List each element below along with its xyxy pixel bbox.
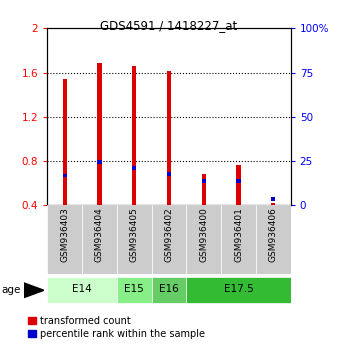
Bar (47, 205, 82, 274)
Bar (132, 66, 136, 205)
Text: GDS4591 / 1418227_at: GDS4591 / 1418227_at (100, 19, 238, 33)
Bar (237, 166, 241, 205)
Text: GSM936404: GSM936404 (95, 207, 104, 262)
Bar (237, 179, 241, 183)
Bar (186, 277, 291, 303)
Text: GSM936401: GSM936401 (234, 207, 243, 262)
Bar (167, 172, 171, 176)
Text: GSM936405: GSM936405 (130, 207, 139, 262)
Bar (47, 277, 117, 303)
Text: E14: E14 (72, 284, 92, 294)
Text: age: age (2, 285, 21, 295)
Bar (221, 205, 256, 274)
Polygon shape (24, 283, 44, 298)
Bar (202, 175, 206, 205)
Bar (256, 205, 291, 274)
Text: E17.5: E17.5 (224, 284, 254, 294)
Text: E16: E16 (159, 284, 179, 294)
Text: GSM936406: GSM936406 (269, 207, 278, 262)
Bar (132, 166, 136, 170)
Bar (271, 197, 275, 201)
Bar (97, 63, 101, 205)
Bar (63, 79, 67, 205)
Bar (152, 277, 186, 303)
Bar (117, 277, 152, 303)
Bar (202, 179, 206, 183)
Bar (63, 173, 67, 177)
Bar (97, 160, 101, 164)
Text: GSM936400: GSM936400 (199, 207, 208, 262)
Bar (82, 205, 117, 274)
Bar (271, 203, 275, 205)
Bar (186, 205, 221, 274)
Text: E15: E15 (124, 284, 144, 294)
Bar (117, 205, 152, 274)
Text: GSM936403: GSM936403 (60, 207, 69, 262)
Bar (152, 205, 186, 274)
Legend: transformed count, percentile rank within the sample: transformed count, percentile rank withi… (28, 316, 206, 339)
Bar (167, 72, 171, 205)
Text: GSM936402: GSM936402 (165, 207, 173, 262)
